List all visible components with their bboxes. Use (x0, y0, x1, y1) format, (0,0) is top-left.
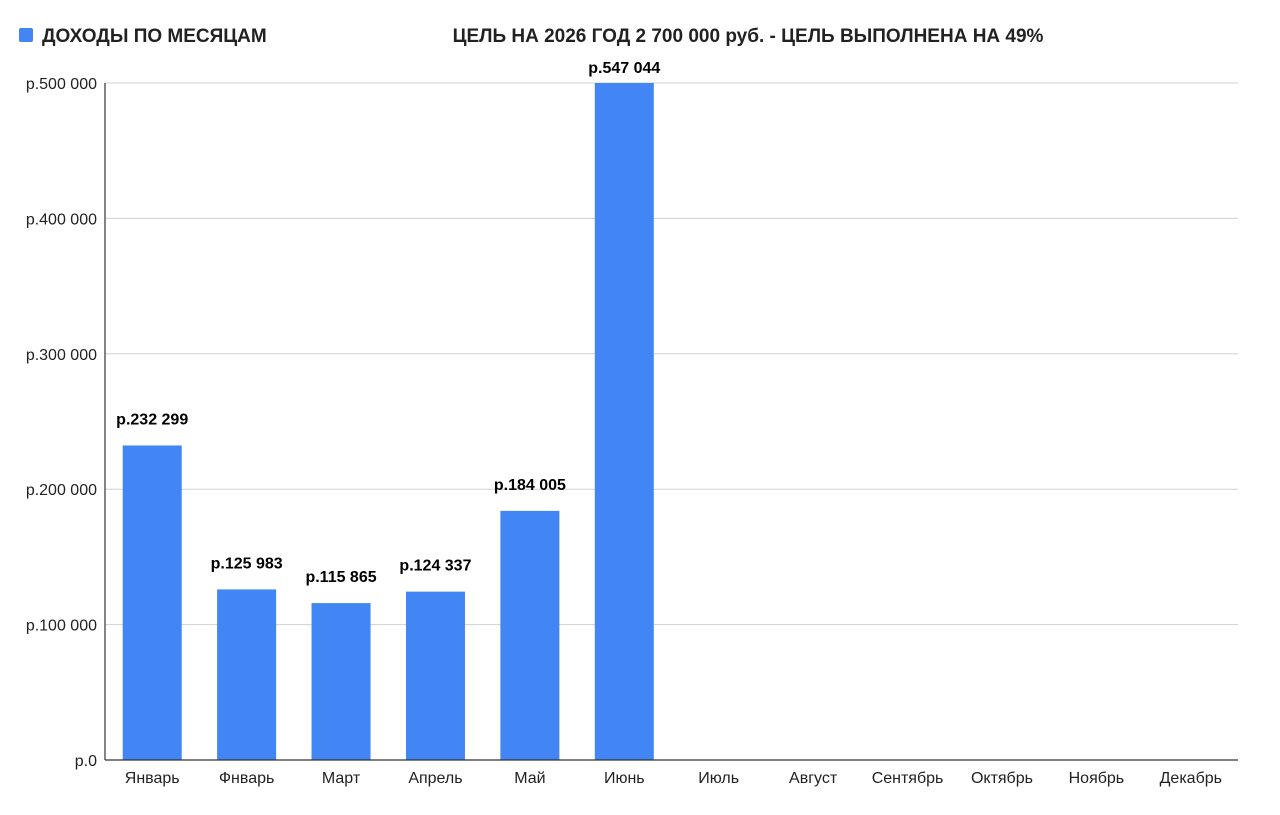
data-labels: р.232 299 р.125 983 р.115 865 р.124 337 р.18… (116, 60, 660, 586)
gridlines (105, 82, 1238, 626)
legend-label: ДОХОДЫ ПО МЕСЯЦАМ (42, 26, 267, 47)
data-label: р.124 337 (399, 558, 471, 575)
bar (311, 603, 371, 760)
y-tick-label: р.400 000 (26, 211, 97, 228)
x-tick-label: Август (789, 770, 838, 787)
x-tick-label: Март (322, 770, 361, 787)
data-label: р.125 983 (211, 555, 283, 572)
x-tick-label: Ноябрь (1069, 770, 1125, 787)
bar (405, 591, 465, 760)
x-tick-label: Октябрь (971, 770, 1033, 787)
data-label: р.115 865 (305, 569, 376, 586)
y-tick-label: р.200 000 (26, 482, 97, 499)
x-tick-label: Май (514, 770, 545, 787)
x-tick-label: Фнварь (219, 770, 274, 787)
x-tick-label: Апрель (408, 770, 462, 787)
data-label: р.184 005 (494, 477, 566, 494)
x-tick-label: Июнь (604, 770, 645, 787)
y-tick-label: р.300 000 (26, 347, 97, 364)
x-axis-categories: Январь Фнварь Март Апрель Май Июнь Июль Август С… (125, 770, 1222, 787)
legend-swatch (19, 28, 33, 42)
y-tick-label: р.500 000 (26, 76, 97, 93)
bar (217, 589, 277, 760)
y-axis-ticks: р.0 р.100 000 р.200 000 р.300 000 р.400 000 р… (26, 76, 97, 770)
x-tick-label: Сентябрь (872, 770, 944, 787)
bars (122, 83, 654, 760)
y-tick-label: р.100 000 (26, 618, 97, 635)
data-label: р.547 044 (588, 60, 660, 77)
x-tick-label: Июль (698, 770, 739, 787)
bar (122, 445, 182, 760)
x-tick-label: Декабрь (1160, 770, 1222, 787)
bar (500, 510, 560, 760)
x-tick-label: Январь (125, 770, 180, 787)
chart-title: ЦЕЛЬ НА 2026 ГОД 2 700 000 руб. - ЦЕЛЬ В… (453, 26, 1044, 47)
bar (594, 83, 654, 760)
y-tick-label: р.0 (75, 753, 97, 770)
data-label: р.232 299 (116, 411, 188, 428)
